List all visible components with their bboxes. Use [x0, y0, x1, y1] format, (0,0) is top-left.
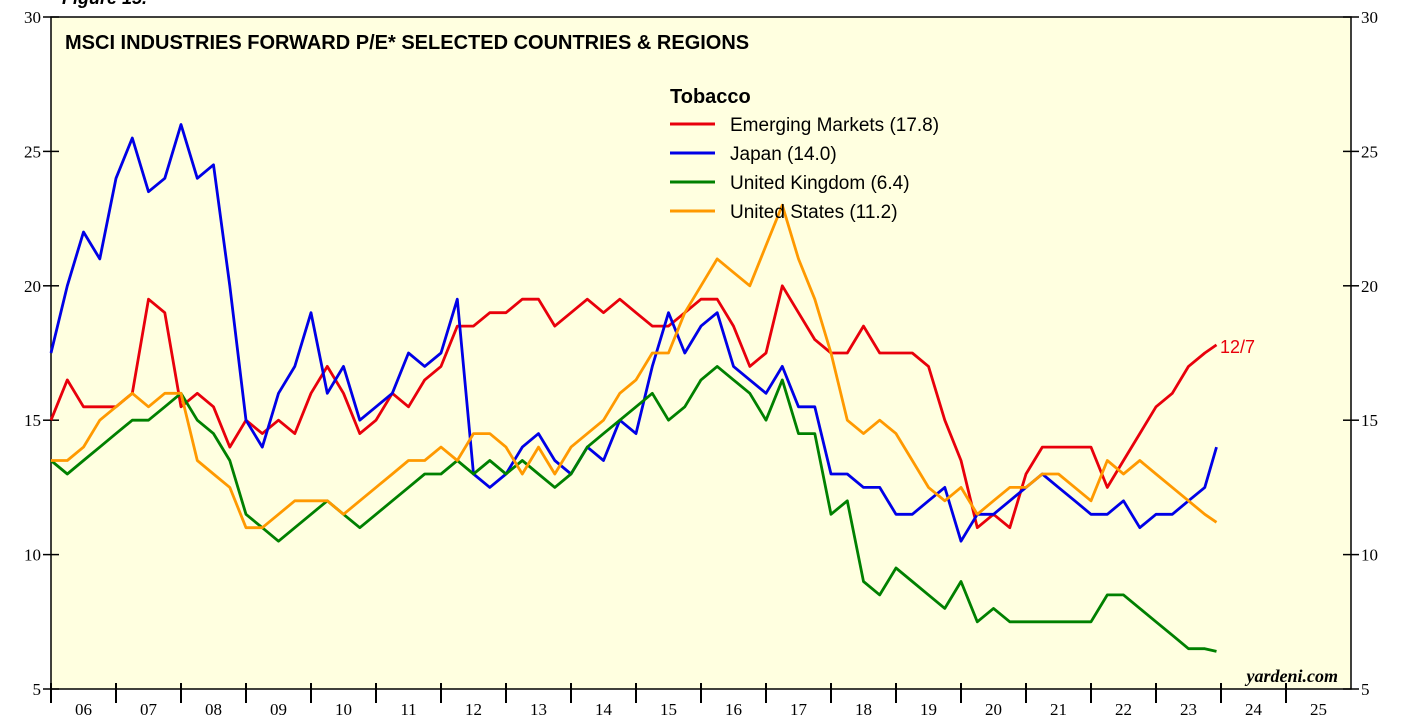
- legend-label: United States (11.2): [730, 202, 898, 223]
- legend-label: United Kingdom (6.4): [730, 173, 910, 194]
- x-tick-label: 14: [595, 700, 613, 719]
- x-tick-label: 13: [530, 700, 547, 719]
- x-tick-label: 09: [270, 700, 287, 719]
- y-tick-label: 25: [24, 142, 41, 161]
- y2-tick-label: 25: [1361, 142, 1378, 161]
- y-tick-label: 30: [24, 8, 41, 27]
- x-tick-label: 12: [465, 700, 482, 719]
- y2-tick-label: 30: [1361, 8, 1378, 27]
- x-tick-label: 10: [335, 700, 352, 719]
- x-tick-label: 20: [985, 700, 1002, 719]
- x-tick-label: 21: [1050, 700, 1067, 719]
- chart-title: MSCI INDUSTRIES FORWARD P/E* SELECTED CO…: [65, 32, 749, 54]
- legend-title: Tobacco: [670, 86, 751, 108]
- y2-tick-label: 10: [1361, 546, 1378, 565]
- x-tick-label: 15: [660, 700, 677, 719]
- x-tick-label: 06: [75, 700, 92, 719]
- source-label: yardeni.com: [1245, 666, 1339, 686]
- y2-tick-label: 20: [1361, 277, 1378, 296]
- series-line: [50, 365, 1217, 653]
- x-tick-label: 23: [1180, 700, 1197, 719]
- x-tick-label: 17: [790, 700, 808, 719]
- y2-tick-label: 5: [1361, 680, 1370, 699]
- x-tick-label: 24: [1245, 700, 1263, 719]
- x-tick-label: 18: [855, 700, 872, 719]
- x-tick-label: 19: [920, 700, 937, 719]
- legend-label: Japan (14.0): [730, 144, 837, 165]
- date-annotation: 12/7: [1220, 337, 1255, 357]
- x-tick-label: 11: [400, 700, 416, 719]
- y-tick-label: 10: [24, 546, 41, 565]
- y-tick-label: 5: [33, 680, 42, 699]
- y2-tick-label: 15: [1361, 411, 1378, 430]
- x-tick-label: 08: [205, 700, 222, 719]
- x-tick-label: 25: [1310, 700, 1327, 719]
- figure-label: Figure 15.: [62, 0, 147, 8]
- x-tick-label: 16: [725, 700, 742, 719]
- series-line: [51, 203, 1218, 530]
- y-tick-label: 15: [24, 411, 41, 430]
- x-tick-label: 22: [1115, 700, 1132, 719]
- x-tick-label: 07: [140, 700, 158, 719]
- y-tick-label: 20: [24, 277, 41, 296]
- plot-area: [50, 16, 1352, 690]
- legend-label: Emerging Markets (17.8): [730, 115, 939, 136]
